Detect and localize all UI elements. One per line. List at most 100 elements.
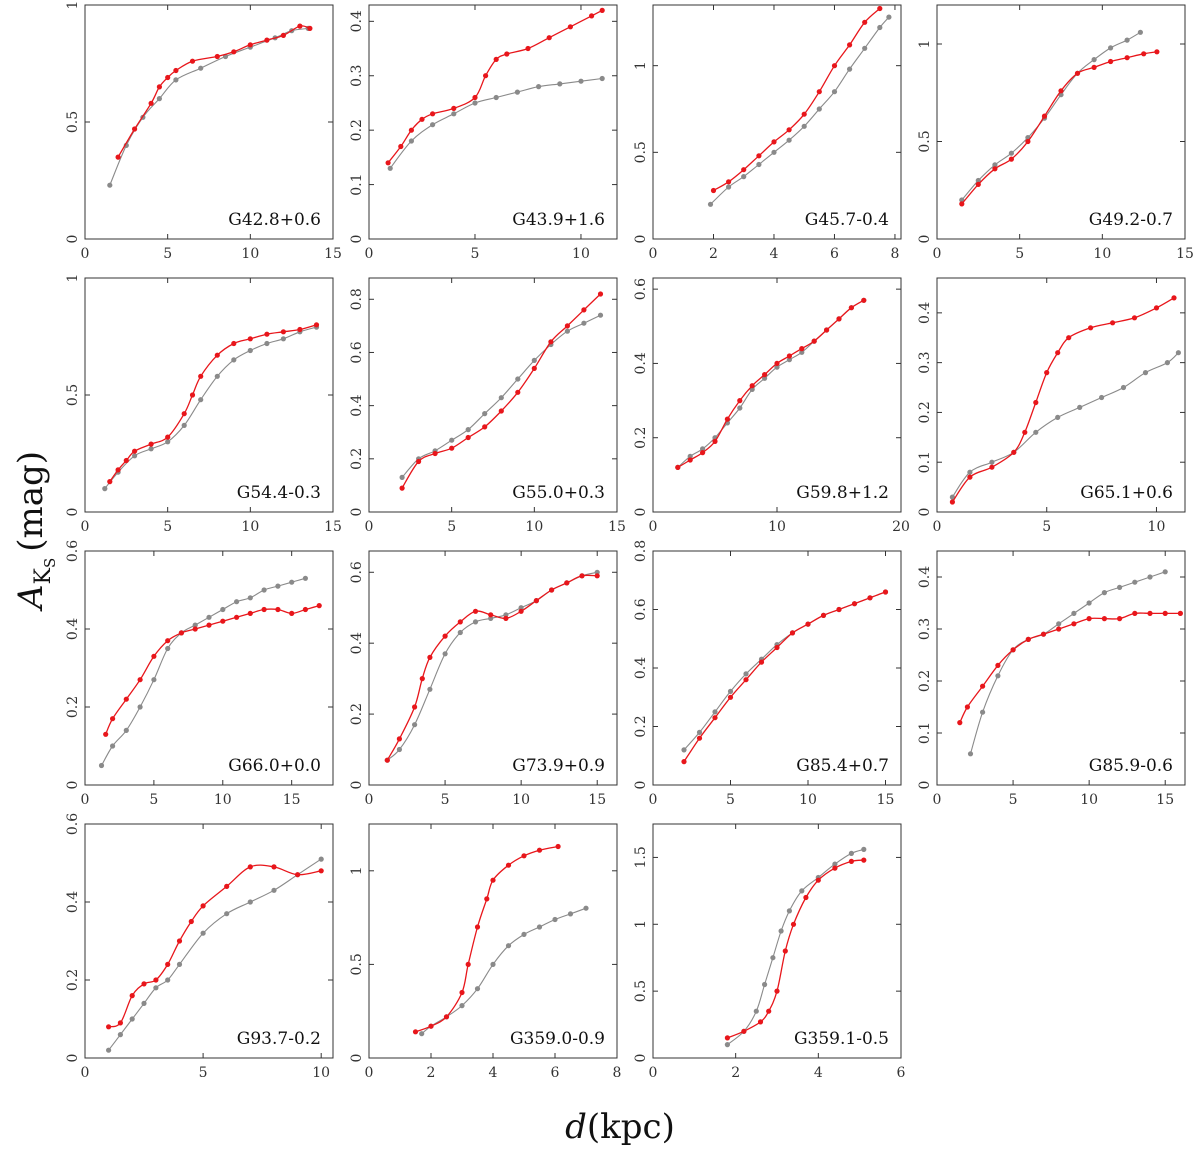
red-data-point [264,37,270,43]
red-data-point [567,24,574,30]
gray-data-point [498,395,504,401]
x-tick-label: 2 [709,246,718,262]
x-tick-label: 5 [726,792,735,808]
y-tick-label: 0 [65,235,81,244]
red-data-point [1011,449,1017,455]
y-tick-label: 0.2 [349,448,365,470]
gray-data-point [247,347,253,354]
y-tick-label: 0.8 [349,288,365,310]
gray-data-point [302,575,308,581]
red-data-point [533,598,540,604]
panel-title: G66.0+0.0 [228,756,321,776]
red-data-point [867,595,873,601]
x-axis-symbol: d [565,1107,587,1147]
gray-data-point [1077,404,1083,410]
red-data-point [214,53,220,60]
y-tick-label: 0 [633,508,649,517]
panel-title: G359.1-0.5 [794,1029,889,1049]
y-tick-label: 0.5 [349,953,365,975]
red-fit-line [713,8,881,192]
y-axis-subsubscript: S [41,558,59,568]
red-data-point [432,450,438,457]
gray-data-point [756,161,762,168]
gray-data-point [451,111,457,117]
x-tick-label: 10 [799,792,817,808]
x-tick-label: 0 [933,792,942,808]
panel-g42-8-0-6: 0 5 10 15 0 0.5 1 G42.8+0.6 [65,1,342,262]
gray-data-point [696,729,703,736]
y-tick-label: 0.4 [349,10,365,32]
red-data-point [1040,631,1047,637]
red-data-point [803,894,809,901]
panel-title: G359.0-0.9 [510,1029,605,1049]
red-data-point [957,720,963,726]
red-data-point [724,1035,731,1041]
red-data-point [482,424,488,430]
gray-data-point [726,184,732,190]
y-tick-label: 0.2 [633,427,649,449]
gray-data-point [1132,579,1138,585]
gray-data-point [799,888,805,894]
red-data-point [443,1014,450,1020]
panel-title: G93.7-0.2 [237,1029,321,1049]
red-data-point [123,457,129,464]
red-data-point [275,606,281,613]
red-data-point [214,352,220,358]
red-data-point [589,13,595,19]
red-data-point [975,181,981,187]
red-data-point [132,126,138,132]
x-tick-label: 0 [365,792,374,808]
red-data-point [712,438,718,444]
red-data-point [771,139,777,145]
panel-title: G42.8+0.6 [228,210,321,230]
x-tick-label: 5 [149,792,158,808]
y-tick-label: 1 [349,866,365,875]
red-data-point [1154,49,1160,55]
y-tick-label: 0.6 [349,561,365,583]
panel-g54-4-0-3: 0 5 10 15 0 0.5 1 G54.4-0.3 [65,274,342,535]
red-data-point [549,587,555,593]
x-tick-label: 4 [770,246,779,262]
panel-g359-1-0-5: 0 2 4 6 0 0.5 1 1.5 G359.1-0.5 [633,823,906,1081]
gray-data-point [318,856,324,862]
red-data-point [967,474,973,480]
panel-title: G73.9+0.9 [512,756,605,776]
red-data-point [504,51,510,57]
y-tick-label: 0 [917,508,933,517]
gray-data-point [581,320,587,326]
gray-data-point [848,850,855,857]
red-data-point [801,111,807,117]
gray-data-point [521,931,527,938]
panel-frame [84,823,334,1059]
gray-data-point [557,81,563,87]
gray-data-point [1099,394,1105,401]
x-tick-label: 0 [649,792,658,808]
panel-frame [84,277,334,513]
panel-title: G49.2-0.7 [1089,210,1173,230]
gray-data-point [949,494,956,500]
red-data-point [490,877,496,883]
gray-data-point [107,182,113,188]
gray-data-point [564,328,571,334]
gray-data-point [707,201,714,207]
gray-data-point [1091,57,1097,63]
red-data-point [724,416,731,422]
red-data-point [115,154,121,160]
panel-frame [84,4,334,240]
red-data-point [442,633,448,639]
red-data-point [995,662,1001,669]
gray-data-point [515,376,521,382]
red-data-point [696,735,703,741]
y-tick-label: 0.4 [349,394,365,416]
red-data-point [151,653,157,659]
gray-data-point [132,453,138,459]
gray-data-point [1147,574,1153,580]
red-data-point [1108,58,1114,65]
y-tick-label: 0.2 [65,969,81,991]
gray-fit-line [104,326,317,489]
y-tick-label: 0.5 [633,141,649,163]
gray-data-point [419,1031,425,1037]
panel-title: G85.9-0.6 [1089,756,1173,776]
red-data-point [518,608,524,614]
red-data-point [459,989,465,996]
